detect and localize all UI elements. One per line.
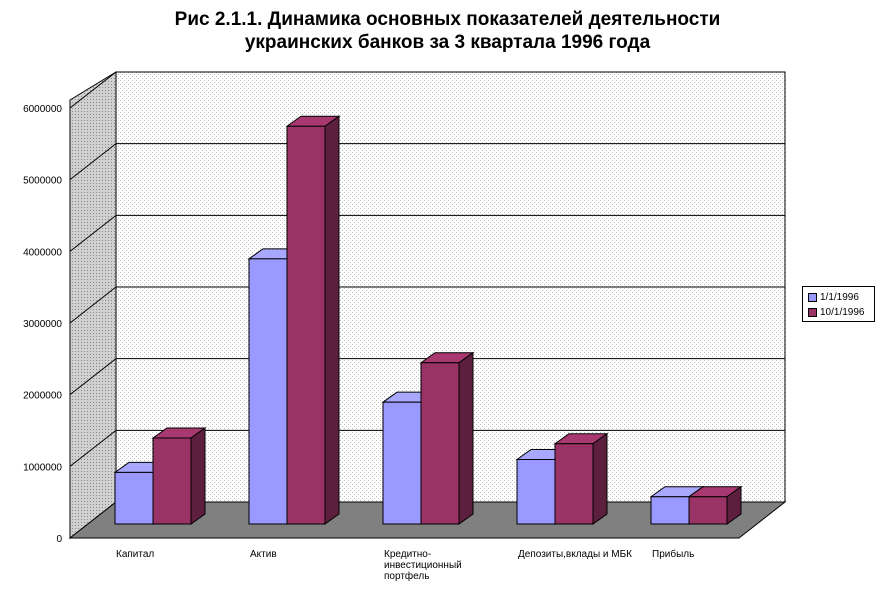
y-axis-ticks: 0 1000000 2000000 3000000 4000000 5000000 6000… <box>23 104 62 545</box>
bars <box>113 115 743 525</box>
category-label-line: портфель <box>384 570 429 582</box>
gridline-side <box>69 71 117 109</box>
chart-title-line-2: украинских банков за 3 квартала 1996 год… <box>244 32 651 53</box>
bar <box>553 432 609 525</box>
gridline-side <box>69 358 117 396</box>
bar <box>687 485 743 525</box>
category-label: Кредитно-инвестиционный портфель <box>384 549 462 582</box>
category-label-line: инвестиционный <box>384 560 462 571</box>
bar-side <box>458 351 474 525</box>
gridline-side <box>69 214 117 252</box>
legend-item-series-1: 1/1/1996 <box>808 290 874 305</box>
chart-title: Рис 2.1.1. Динамика основных показателей… <box>0 8 895 54</box>
bar-front <box>248 258 288 525</box>
category-labels: Капитал Актив Кредитно-инвестиционный портф… <box>116 548 694 582</box>
bar-front <box>688 496 728 525</box>
category-label-line: Кредитно- <box>384 549 431 560</box>
category-label: Депозиты,вклады и МБК <box>518 549 632 560</box>
y-tick-label: 2000000 <box>23 391 62 402</box>
chart-title-line-1: Рис 2.1.1. Динамика основных показателей… <box>174 9 721 30</box>
bar <box>285 115 341 525</box>
legend-swatch-series-2 <box>808 308 817 317</box>
bar <box>419 351 475 525</box>
legend: 1/1/1996 10/1/1996 <box>802 286 875 322</box>
bar-front <box>554 443 594 525</box>
bar-front <box>516 459 556 525</box>
category-label: Актив <box>250 549 277 560</box>
category-label-line: Депозиты,вклады и МБК <box>518 549 632 560</box>
category-label-line: Прибыль <box>652 548 694 560</box>
gridline-side <box>69 429 117 467</box>
category-label: Капитал <box>116 549 154 560</box>
bar-front <box>420 362 460 525</box>
category-label-line: Актив <box>250 549 277 560</box>
legend-label-series-2: 10/1/1996 <box>820 307 865 318</box>
bar-side <box>190 427 206 525</box>
bar-front <box>382 401 422 525</box>
category-label-line: Капитал <box>116 549 154 560</box>
gridline-side <box>69 286 117 324</box>
bar-side <box>592 432 608 525</box>
legend-item-series-2: 10/1/1996 <box>808 305 874 320</box>
category-label: Прибыль <box>652 548 694 560</box>
y-tick-label: 4000000 <box>23 247 62 258</box>
bar-side <box>324 115 340 525</box>
legend-swatch-series-1 <box>808 293 817 302</box>
bar-front <box>286 125 326 525</box>
gridline-side <box>69 143 117 181</box>
bar <box>151 427 207 525</box>
y-tick-label: 3000000 <box>23 319 62 330</box>
bar-front <box>114 471 154 525</box>
legend-label-series-1: 1/1/1996 <box>820 292 859 303</box>
y-tick-label: 6000000 <box>23 104 62 115</box>
y-tick-label: 1000000 <box>23 462 62 473</box>
y-tick-label: 5000000 <box>23 176 62 187</box>
y-tick-label: 0 <box>56 534 62 545</box>
bar-front <box>152 437 192 525</box>
bar-front <box>650 496 690 525</box>
